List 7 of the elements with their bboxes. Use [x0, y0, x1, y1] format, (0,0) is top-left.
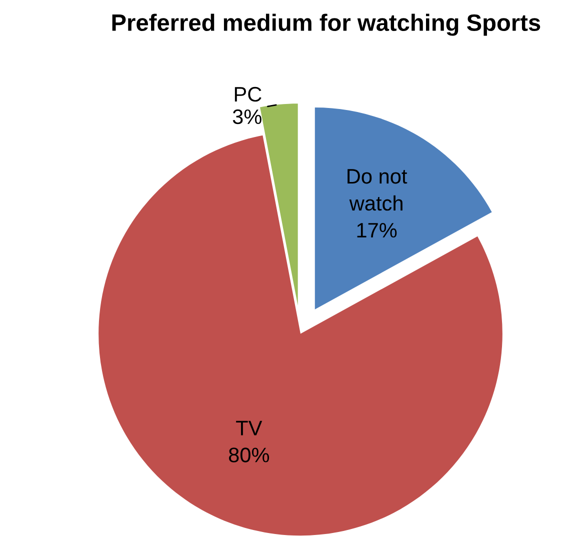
data-label: 3% [232, 109, 262, 124]
slice-label: TV [236, 420, 262, 436]
slice-label: PC [234, 86, 262, 102]
data-label: 80% [228, 448, 270, 462]
chart-title: Preferred medium for watching Sports [112, 14, 540, 36]
data-label: 17% [357, 222, 397, 238]
slice-label: Do not watch [348, 169, 408, 211]
